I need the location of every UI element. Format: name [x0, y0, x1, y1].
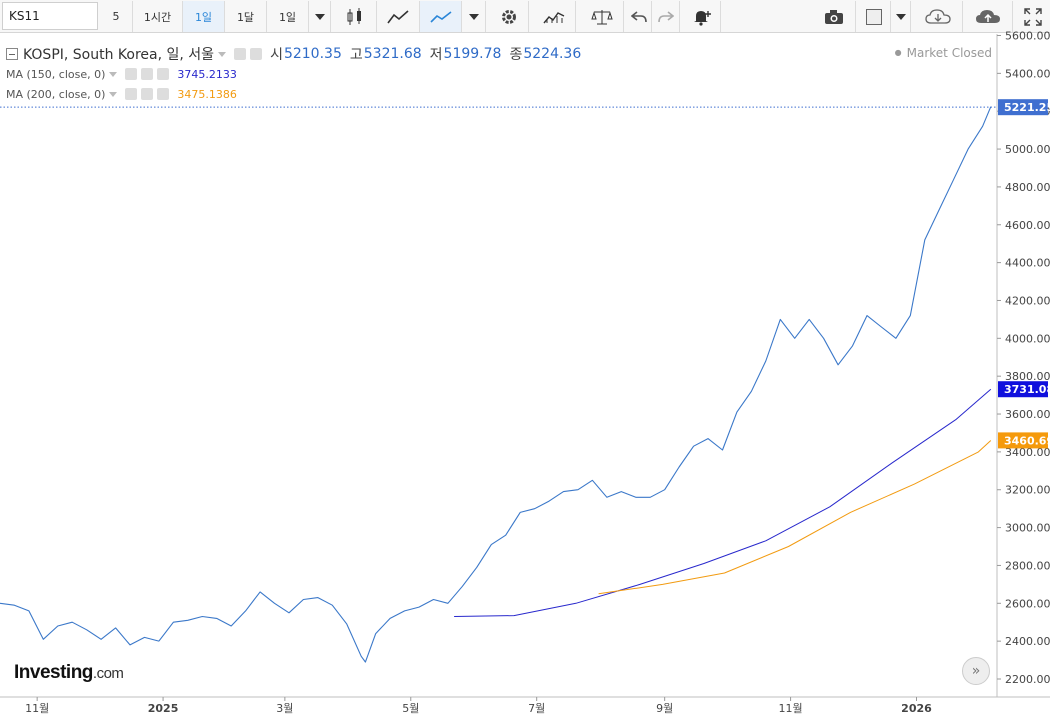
market-status: Market Closed	[895, 46, 992, 60]
ma150-last-tag-label: 3731.08	[1004, 383, 1050, 396]
legend-ma150-row: MA (150, close, 0) 3745.2133	[6, 64, 581, 84]
interval-1d-button[interactable]: 1일	[183, 1, 225, 32]
cloud-download-icon[interactable]	[913, 1, 963, 32]
y-tick-label: 2400.00	[1005, 635, 1050, 648]
ma150-eye-icon[interactable]	[125, 68, 138, 80]
y-tick-label: 4800.00	[1005, 181, 1050, 194]
undo-icon[interactable]	[626, 1, 652, 32]
fullscreen-icon[interactable]	[1015, 1, 1050, 32]
interval-1m-button[interactable]: 1달	[225, 1, 267, 32]
settings-gear-icon[interactable]	[250, 48, 263, 60]
y-tick-label: 3000.00	[1005, 522, 1050, 535]
interval-1h-button[interactable]: 1시간	[133, 1, 183, 32]
ma200-last-tag	[998, 432, 1048, 449]
x-tick-label: 9월	[656, 702, 673, 715]
chart-toolbar: KS11 5 1시간 1일 1달 1일	[0, 0, 1050, 33]
x-tick-label: 2025	[148, 702, 179, 715]
scroll-to-latest-button[interactable]: »	[962, 657, 990, 685]
last-price-tag	[998, 99, 1048, 116]
ma200-dropdown-icon[interactable]	[109, 91, 118, 97]
ma150-gear-icon[interactable]	[141, 68, 154, 80]
high-label: 고	[349, 47, 363, 63]
chart-legend: KOSPI, South Korea, 일, 서울 시 5210.35 고 5321…	[6, 44, 581, 104]
y-tick-label: 4000.00	[1005, 332, 1050, 345]
y-tick-label: 3200.00	[1005, 484, 1050, 497]
redo-icon[interactable]	[652, 1, 680, 32]
color-box-icon[interactable]	[858, 1, 891, 32]
collapse-legend-icon[interactable]	[6, 48, 18, 60]
y-tick-label: 4600.00	[1005, 219, 1050, 232]
camera-icon[interactable]	[812, 1, 856, 32]
interval-range-button[interactable]: 1일	[267, 1, 309, 32]
price-series-line	[0, 106, 992, 663]
ma200-label: MA (200, close, 0)	[6, 87, 106, 101]
ma150-value: 3745.2133	[177, 67, 237, 81]
interval-dropdown-icon[interactable]	[309, 1, 331, 32]
legend-title: KOSPI, South Korea, 일, 서울	[23, 47, 215, 63]
y-axis-panel	[997, 34, 1050, 697]
x-tick-label: 3월	[276, 702, 293, 715]
candlestick-icon[interactable]	[334, 1, 377, 32]
indicators-icon[interactable]	[532, 1, 576, 32]
ma150-close-icon[interactable]	[157, 68, 170, 80]
interval-5-button[interactable]: 5	[100, 1, 133, 32]
open-label: 시	[270, 47, 283, 63]
scale-icon[interactable]	[580, 1, 624, 32]
low-label: 저	[429, 47, 443, 63]
y-tick-label: 5400.00	[1005, 67, 1050, 80]
investing-logo[interactable]: Investing.com	[14, 662, 124, 684]
y-tick-label: 5000.00	[1005, 143, 1050, 156]
legend-main-row: KOSPI, South Korea, 일, 서울 시 5210.35 고 5321…	[6, 44, 581, 64]
y-tick-label: 2800.00	[1005, 559, 1050, 572]
ma200-value: 3475.1386	[177, 87, 237, 101]
y-tick-label: 3400.00	[1005, 446, 1050, 459]
close-value: 5224.36	[523, 46, 582, 62]
ma200-close-icon[interactable]	[157, 88, 170, 100]
chart-type-dropdown-icon[interactable]	[462, 1, 486, 32]
y-tick-label: 3600.00	[1005, 408, 1050, 421]
low-value: 5199.78	[443, 46, 502, 62]
y-tick-label: 3800.00	[1005, 370, 1050, 383]
last-price-tag-label: 5221.25	[1004, 101, 1050, 114]
ma150-dropdown-icon[interactable]	[109, 71, 118, 77]
x-tick-label: 11월	[779, 702, 803, 715]
y-tick-label: 5200.00	[1005, 105, 1050, 118]
logo-name: Investing	[14, 662, 93, 683]
color-dropdown-icon[interactable]	[891, 1, 911, 32]
logo-suffix: .com	[92, 665, 124, 682]
ma150-last-tag	[998, 381, 1048, 398]
ma200-series-line	[598, 440, 992, 595]
y-tick-label: 2600.00	[1005, 597, 1050, 610]
visibility-eye-icon[interactable]	[234, 48, 247, 60]
ma150-series-line	[454, 388, 992, 617]
ma150-label: MA (150, close, 0)	[6, 67, 106, 81]
alert-bell-icon[interactable]	[683, 1, 721, 32]
high-value: 5321.68	[363, 46, 422, 62]
gear-icon[interactable]	[489, 1, 529, 32]
y-tick-label: 4400.00	[1005, 257, 1050, 270]
ma200-gear-icon[interactable]	[141, 88, 154, 100]
ma200-eye-icon[interactable]	[125, 88, 138, 100]
x-tick-label: 11월	[25, 702, 49, 715]
symbol-input[interactable]: KS11	[2, 2, 98, 30]
legend-ma200-row: MA (200, close, 0) 3475.1386	[6, 84, 581, 104]
x-tick-label: 2026	[901, 702, 932, 715]
ma200-last-tag-label: 3460.69	[1004, 434, 1050, 447]
open-value: 5210.35	[283, 46, 342, 62]
x-tick-label: 7월	[528, 702, 545, 715]
legend-dropdown-icon[interactable]	[218, 51, 227, 57]
line-chart-icon[interactable]	[420, 1, 462, 32]
close-label: 종	[509, 47, 523, 63]
y-tick-label: 2200.00	[1005, 673, 1050, 686]
x-tick-label: 5월	[402, 702, 419, 715]
cloud-upload-icon[interactable]	[963, 1, 1013, 32]
area-chart-icon[interactable]	[377, 1, 420, 32]
y-tick-label: 4200.00	[1005, 294, 1050, 307]
